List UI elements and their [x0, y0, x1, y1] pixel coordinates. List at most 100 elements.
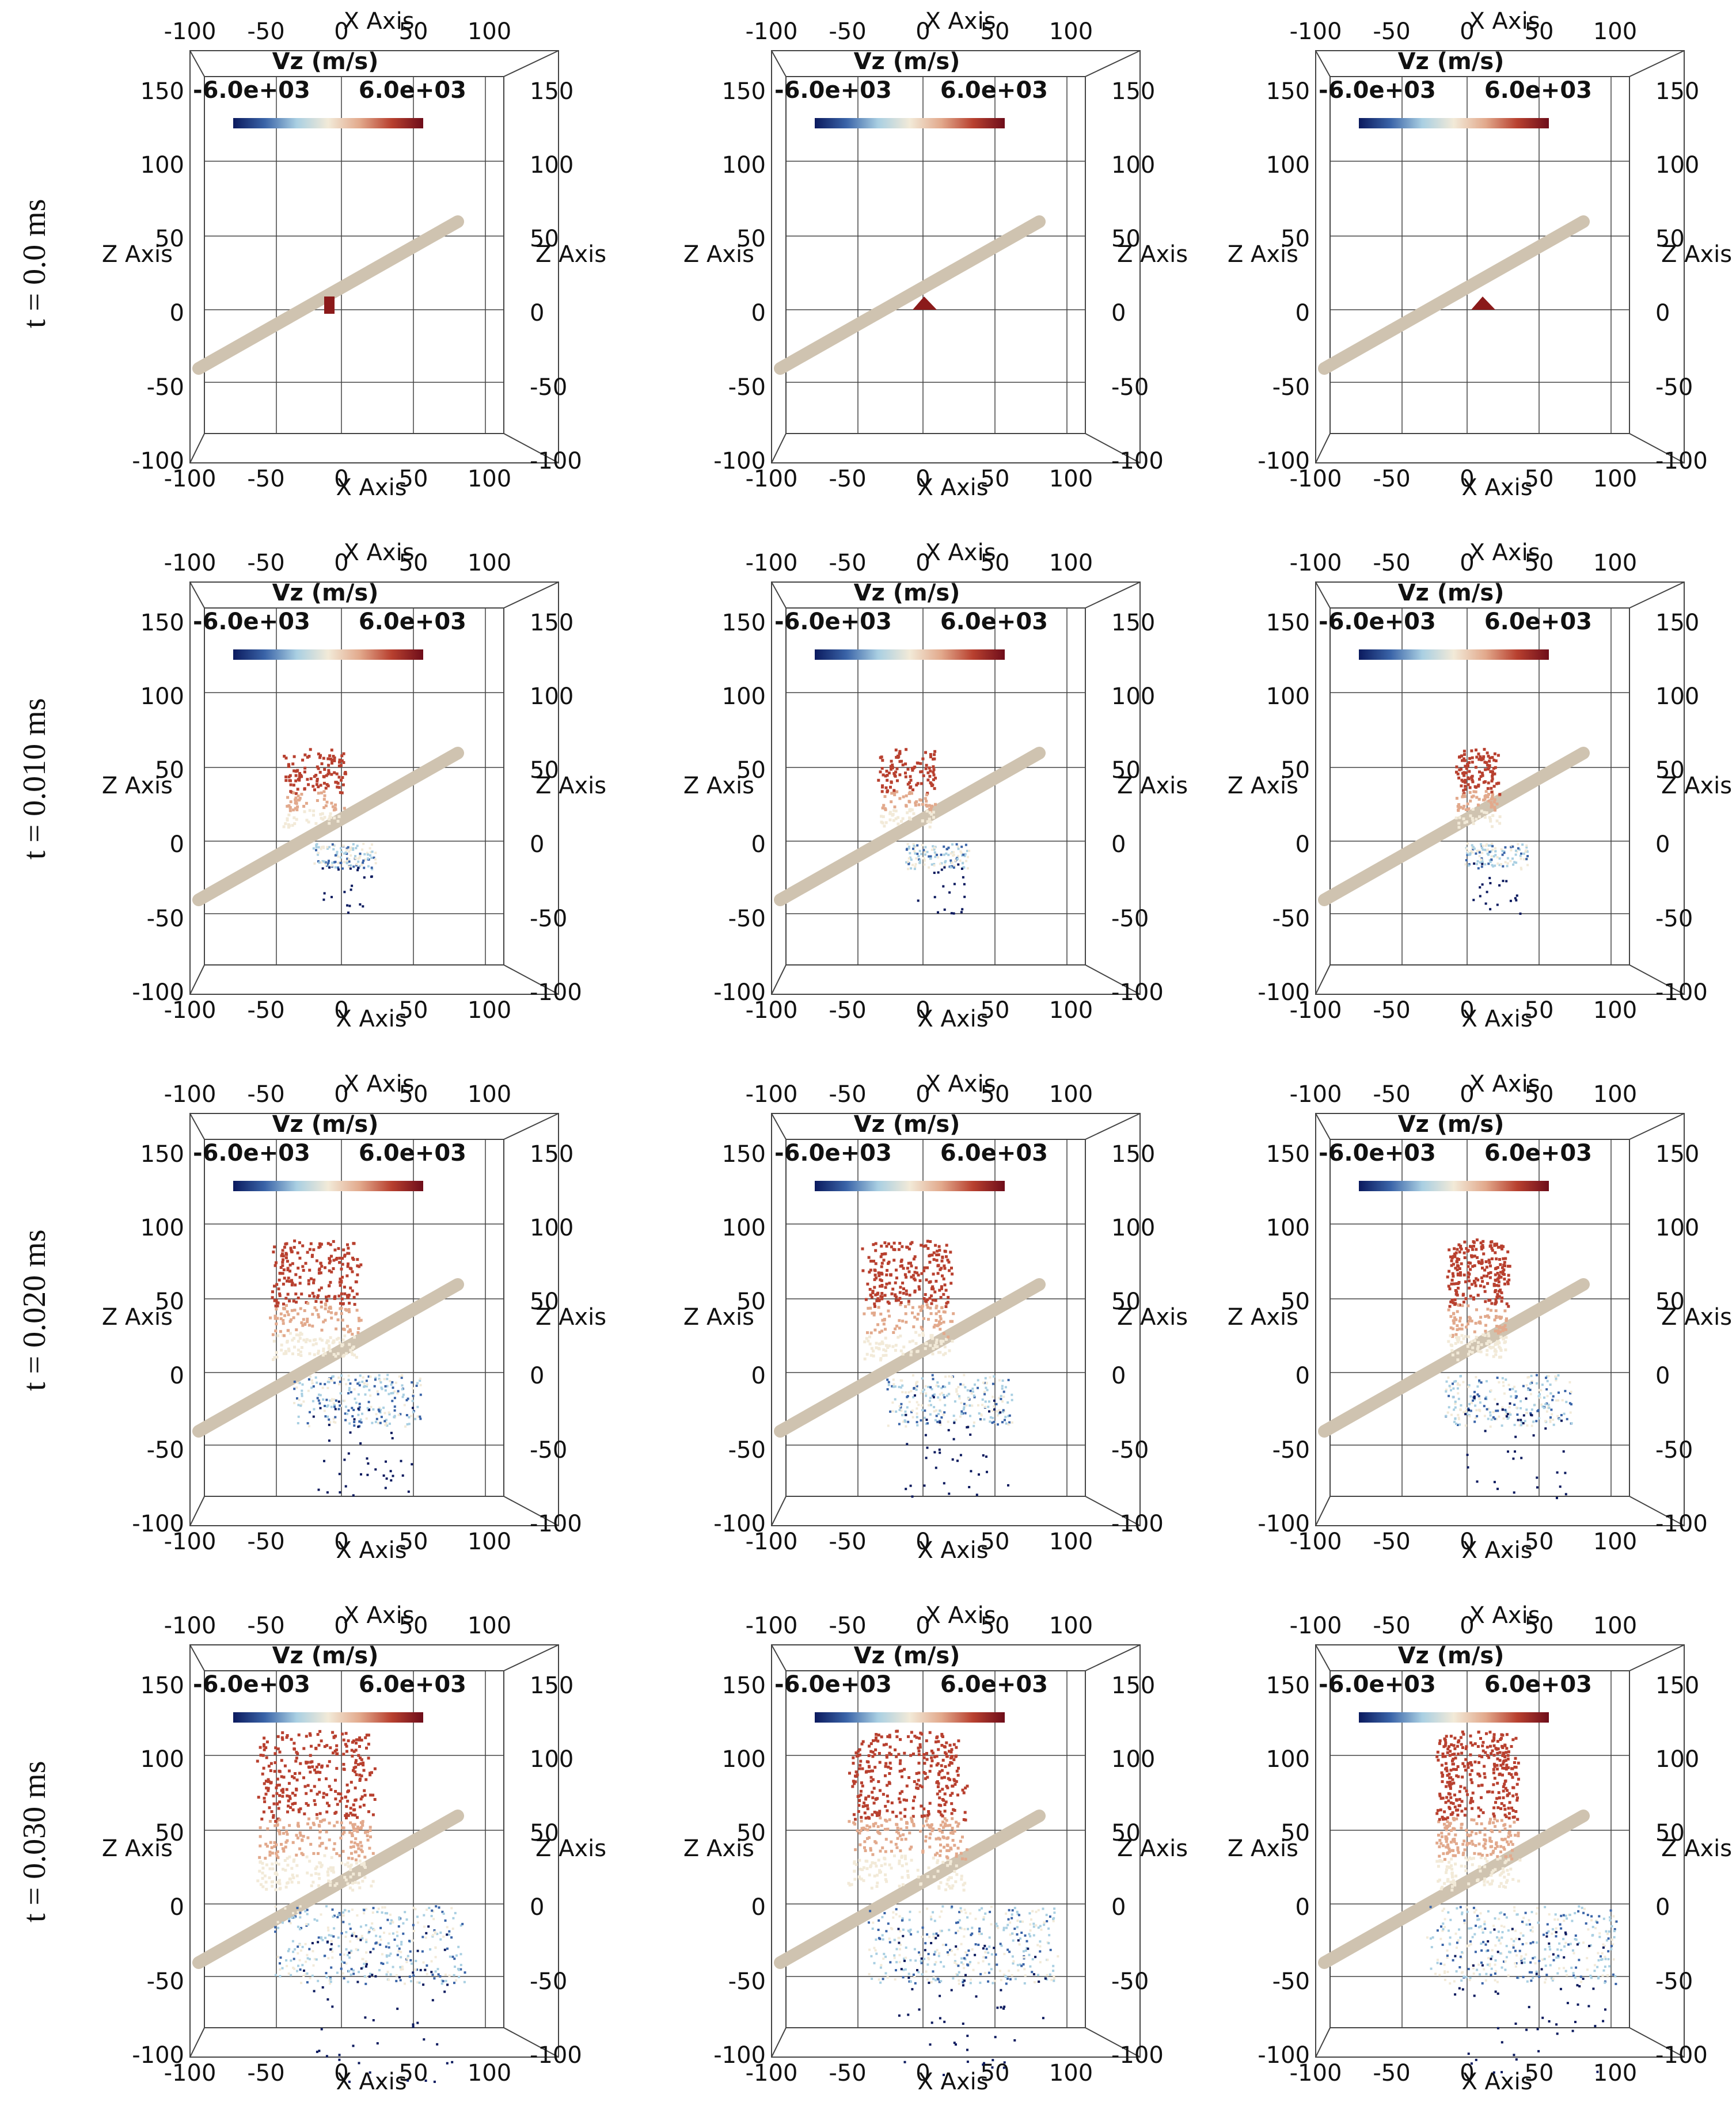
particle	[296, 1970, 298, 1972]
particle	[1491, 795, 1494, 799]
particle	[319, 754, 322, 757]
particle	[898, 1319, 901, 1322]
particle	[324, 1415, 327, 1418]
particle	[271, 1333, 275, 1336]
particle	[293, 1776, 296, 1780]
particle	[924, 1839, 927, 1843]
particle	[918, 1746, 922, 1749]
particle	[1452, 1321, 1456, 1324]
particle	[336, 1352, 340, 1355]
particle	[1484, 1300, 1487, 1303]
particle	[1471, 1401, 1473, 1404]
particle	[1477, 752, 1480, 756]
particle	[1475, 786, 1477, 789]
particle	[1466, 802, 1469, 805]
particle	[928, 1958, 930, 1960]
particle	[929, 769, 932, 773]
particle	[929, 820, 932, 824]
particle	[900, 1769, 903, 1773]
particle	[884, 1838, 888, 1841]
particle	[1460, 1334, 1464, 1337]
particle	[424, 2080, 427, 2082]
particle	[323, 892, 326, 895]
particle	[880, 1340, 884, 1344]
particle	[894, 1327, 897, 1331]
z-axis-title-left: Z Axis	[102, 1304, 173, 1331]
particle	[956, 854, 959, 857]
particle	[966, 1848, 968, 1852]
particle	[872, 1801, 876, 1805]
colorbar-min-label: -6.0e+03	[1319, 77, 1436, 104]
particle	[352, 1826, 355, 1829]
particle	[1483, 1290, 1487, 1293]
particle	[898, 1405, 901, 1408]
particle	[1515, 894, 1518, 897]
particle	[351, 1834, 354, 1837]
particle	[373, 1798, 377, 1801]
particle	[1455, 1282, 1458, 1286]
particle	[326, 1801, 329, 1805]
particle	[1454, 816, 1458, 820]
particle	[902, 1968, 905, 1971]
particle	[335, 1753, 339, 1756]
particle	[1544, 1403, 1547, 1405]
particle	[932, 811, 935, 814]
particle	[1485, 1265, 1488, 1269]
x-tick-label-top: 50	[1525, 1081, 1554, 1108]
particle	[338, 1383, 340, 1386]
particle	[1530, 1380, 1533, 1383]
particle	[1053, 1977, 1055, 1980]
particle	[890, 1245, 893, 1249]
axes-frame	[1315, 1113, 1685, 1526]
particle	[1493, 806, 1496, 809]
particle	[874, 1262, 878, 1265]
z-tick-label-right: 100	[1111, 152, 1155, 178]
particle	[923, 1416, 926, 1419]
particle	[949, 859, 952, 862]
particle	[299, 1916, 302, 1919]
particle	[1486, 891, 1488, 894]
particle	[354, 1786, 357, 1790]
particle	[1536, 1486, 1539, 1489]
particle	[905, 861, 908, 864]
particle	[913, 1271, 917, 1274]
particle	[945, 1843, 949, 1847]
particle	[1452, 1396, 1454, 1398]
particle	[323, 1745, 326, 1749]
particle	[921, 1305, 924, 1308]
particle	[894, 1842, 898, 1846]
particle	[858, 1868, 862, 1871]
particle	[1029, 1935, 1032, 1938]
z-tick-label-left: 0	[751, 1894, 766, 1921]
particle	[1005, 1912, 1008, 1915]
x-tick-label-bottom: 50	[399, 997, 428, 1024]
particle	[352, 1972, 355, 1975]
particle	[434, 1956, 437, 1959]
particle	[901, 1384, 904, 1387]
particle	[931, 1352, 935, 1356]
particle	[895, 1276, 898, 1280]
particle	[1472, 848, 1475, 851]
particle	[901, 1391, 904, 1393]
particle	[1515, 1395, 1518, 1398]
particle	[962, 1383, 965, 1386]
particle	[874, 1293, 878, 1297]
particle	[1471, 1265, 1475, 1268]
particle	[894, 1281, 897, 1284]
particle	[318, 861, 321, 864]
particle	[887, 1302, 891, 1305]
particle	[964, 1786, 967, 1790]
particle	[872, 1260, 875, 1263]
particle	[347, 1374, 350, 1377]
particle	[1453, 1298, 1457, 1301]
particle	[339, 764, 343, 767]
colorbar-title: Vz (m/s)	[272, 1111, 379, 1138]
particle	[401, 1474, 404, 1477]
particle	[943, 1824, 947, 1827]
particle	[344, 1863, 347, 1867]
particle	[916, 1271, 918, 1275]
particle	[354, 1749, 358, 1752]
particle	[298, 796, 302, 800]
particle	[1005, 1926, 1008, 1929]
particle	[883, 1862, 887, 1866]
